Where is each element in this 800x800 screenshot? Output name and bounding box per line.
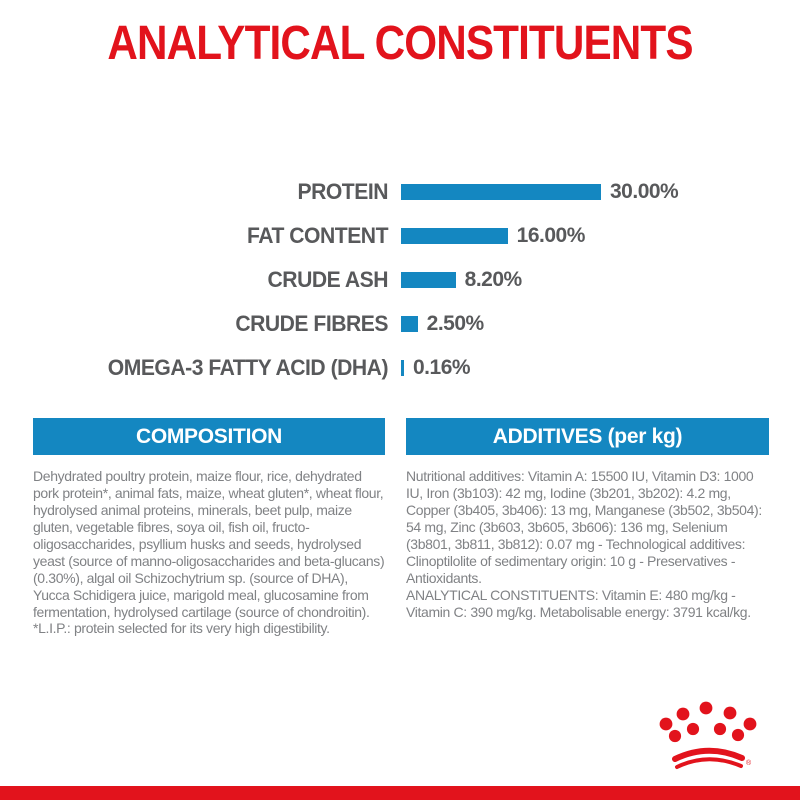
composition-footnote: *L.I.P.: protein selected for its very h… [33, 620, 330, 637]
page-title: ANALYTICAL CONSTITUENTS [107, 17, 693, 70]
registered-mark: ® [746, 759, 752, 767]
chart-row: PROTEIN 30.00% [0, 170, 800, 214]
chart-bar [401, 316, 418, 332]
chart-value-label: 2.50% [426, 312, 485, 335]
chart-row: FAT CONTENT 16.00% [0, 214, 800, 258]
chart-bar [401, 272, 456, 288]
chart-category-label: FAT CONTENT [247, 223, 388, 248]
crown-swoosh [672, 747, 745, 769]
chart-category-label: OMEGA-3 FATTY ACID (DHA) [107, 355, 389, 380]
additives-analytical-text: ANALYTICAL CONSTITUENTS: Vitamin E: 480 … [406, 586, 751, 620]
chart-category-label: CRUDE FIBRES [235, 311, 388, 336]
composition-header-label: COMPOSITION [135, 424, 283, 448]
analytical-constituents-chart: PROTEIN 30.00% FAT CONTENT 16.00% CRUDE ASH 8… [0, 170, 800, 390]
chart-row: OMEGA-3 FATTY ACID (DHA) 0.16% [0, 346, 800, 390]
composition-text: Dehydrated poultry protein, maize flour,… [33, 468, 385, 620]
chart-value-label: 16.00% [516, 224, 586, 247]
additives-section: ADDITIVES (per kg) Nutritional additives… [406, 418, 769, 620]
chart-category-label: CRUDE ASH [267, 267, 389, 292]
additives-header-label: ADDITIVES (per kg) [492, 424, 683, 448]
chart-row: CRUDE ASH 8.20% [0, 258, 800, 302]
chart-value-label: 0.16% [413, 356, 471, 379]
chart-value-label: 30.00% [610, 180, 679, 203]
composition-header: COMPOSITION [33, 418, 385, 455]
chart-bar [401, 360, 404, 376]
chart-value-label: 8.20% [464, 268, 523, 291]
additives-text: Nutritional additives: Vitamin A: 15500 … [406, 468, 762, 586]
chart-category-label: PROTEIN [297, 179, 388, 204]
composition-body: Dehydrated poultry protein, maize flour,… [33, 468, 385, 637]
additives-header: ADDITIVES (per kg) [406, 418, 769, 455]
chart-bar [401, 184, 601, 200]
composition-section: COMPOSITION Dehydrated poultry protein, … [33, 418, 385, 637]
chart-bar [401, 228, 508, 244]
royal-canin-crown-logo: ® [659, 701, 757, 769]
bottom-red-strip [0, 786, 800, 800]
additives-body: Nutritional additives: Vitamin A: 15500 … [406, 468, 769, 620]
chart-row: CRUDE FIBRES 2.50% [0, 302, 800, 346]
crown-dots [659, 701, 757, 743]
